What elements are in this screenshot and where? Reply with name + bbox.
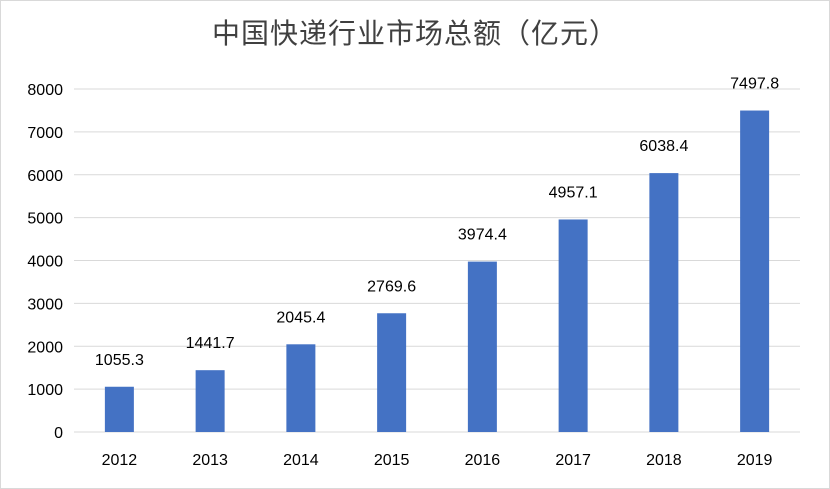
x-tick-label: 2013 [192, 452, 228, 469]
data-label-2019: 7497.8 [730, 76, 779, 93]
y-tick-label: 1000 [27, 382, 63, 399]
data-label-2013: 1441.7 [186, 335, 235, 352]
data-label-2016: 3974.4 [458, 227, 507, 244]
x-tick-label: 2012 [102, 452, 138, 469]
bar-2013 [195, 370, 225, 432]
y-tick-label: 0 [54, 425, 63, 442]
x-tick-label: 2016 [465, 452, 501, 469]
y-tick-label: 8000 [27, 82, 63, 99]
bar-2016 [467, 261, 497, 432]
data-label-2017: 4957.1 [549, 184, 598, 201]
bar-2015 [377, 313, 407, 432]
gridlines [74, 88, 800, 433]
bars [104, 110, 770, 432]
bar-2017 [558, 219, 588, 432]
x-tick-label: 2017 [555, 452, 591, 469]
y-axis-ticks: 0 1000 2000 3000 4000 5000 6000 7000 8000 [27, 82, 63, 442]
bar-2012 [104, 386, 134, 432]
x-tick-label: 2018 [646, 452, 682, 469]
y-tick-label: 7000 [27, 125, 63, 142]
x-tick-label: 2019 [737, 452, 773, 469]
data-label-2012: 1055.3 [95, 352, 144, 369]
data-label-2018: 6038.4 [639, 138, 688, 155]
x-tick-label: 2014 [283, 452, 319, 469]
data-label-2014: 2045.4 [276, 309, 325, 326]
y-tick-label: 4000 [27, 254, 63, 271]
bar-2014 [286, 344, 316, 432]
chart-title: 中国快递行业市场总额（亿元） [211, 17, 618, 50]
bar-2019 [740, 110, 770, 432]
y-tick-label: 6000 [27, 168, 63, 185]
data-label-2015: 2769.6 [367, 278, 416, 295]
x-tick-label: 2015 [374, 452, 410, 469]
bar-2018 [649, 173, 679, 432]
y-tick-label: 2000 [27, 339, 63, 356]
x-axis-ticks: 2012 2013 2014 2015 2016 2017 2018 2019 [102, 452, 773, 469]
y-tick-label: 3000 [27, 296, 63, 313]
y-tick-label: 5000 [27, 211, 63, 228]
data-labels: 1055.3 1441.7 2045.4 2769.6 3974.4 4957.1 6038… [95, 76, 779, 369]
